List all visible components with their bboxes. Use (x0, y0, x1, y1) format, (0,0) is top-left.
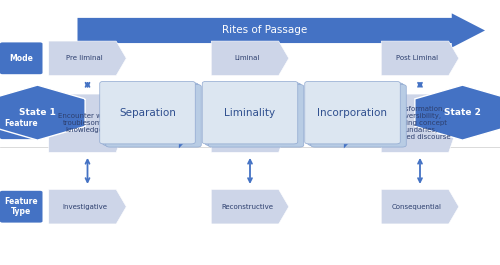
FancyBboxPatch shape (208, 85, 304, 147)
Polygon shape (211, 41, 289, 76)
FancyBboxPatch shape (304, 81, 400, 144)
Text: State 1: State 1 (19, 108, 56, 117)
Text: Consequential: Consequential (392, 204, 442, 210)
Polygon shape (0, 85, 85, 140)
Text: Reconstructive: Reconstructive (221, 204, 273, 210)
FancyBboxPatch shape (0, 107, 42, 139)
Polygon shape (78, 13, 485, 48)
Polygon shape (211, 189, 289, 224)
Polygon shape (211, 94, 289, 152)
FancyBboxPatch shape (0, 191, 42, 223)
Text: Feature: Feature (4, 119, 38, 128)
FancyBboxPatch shape (0, 42, 42, 74)
Text: Feature
Type: Feature Type (4, 197, 38, 217)
Text: Mode: Mode (10, 54, 33, 63)
FancyBboxPatch shape (310, 85, 406, 147)
Text: State 2: State 2 (444, 108, 481, 117)
Polygon shape (48, 41, 126, 76)
FancyBboxPatch shape (103, 83, 198, 145)
Polygon shape (316, 117, 359, 148)
Text: Incorporation: Incorporation (318, 108, 388, 118)
Polygon shape (382, 41, 459, 76)
Text: Transformation,
Irreversibility,
Crossing concept
boundaries,
Changed discourse: Transformation, Irreversibility, Crossin… (384, 106, 450, 140)
Polygon shape (382, 189, 459, 224)
FancyBboxPatch shape (100, 81, 195, 144)
FancyBboxPatch shape (202, 81, 298, 144)
Text: Pre liminal: Pre liminal (66, 55, 103, 61)
Text: Integration,
Discarding,
Ontological &
Epistemic shift: Integration, Discarding, Ontological & E… (221, 110, 272, 137)
Polygon shape (415, 85, 500, 140)
Polygon shape (48, 94, 126, 152)
FancyBboxPatch shape (308, 83, 403, 145)
Polygon shape (151, 117, 194, 148)
Text: Separation: Separation (119, 108, 176, 118)
Polygon shape (48, 189, 126, 224)
Text: Encounter with
troublesome
knowledge: Encounter with troublesome knowledge (58, 113, 111, 133)
Text: Investigative: Investigative (62, 204, 107, 210)
Text: Liminality: Liminality (224, 108, 276, 118)
Polygon shape (382, 94, 459, 152)
Text: Liminal: Liminal (234, 55, 260, 61)
Text: Post Liminal: Post Liminal (396, 55, 438, 61)
FancyBboxPatch shape (106, 85, 201, 147)
FancyBboxPatch shape (206, 83, 300, 145)
Text: Rites of Passage: Rites of Passage (222, 25, 307, 36)
